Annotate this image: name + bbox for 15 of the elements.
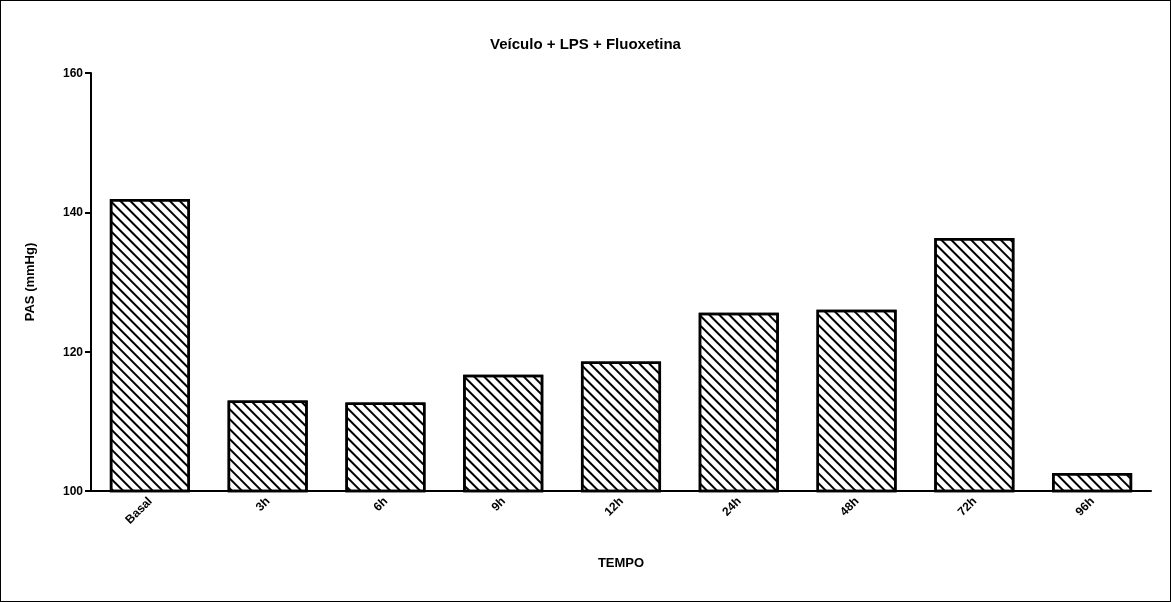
x-tick-label: 96h	[1072, 494, 1098, 519]
y-tick-label: 100	[62, 484, 84, 498]
x-tick-label: 24h	[719, 494, 744, 519]
x-tick-label: 6h	[370, 494, 391, 514]
x-tick-label: 72h	[954, 494, 980, 519]
x-tick-label: 12h	[601, 494, 626, 519]
y-tick-label: 140	[62, 205, 84, 220]
x-tick-label: 9h	[488, 494, 509, 514]
y-tick-label: 160	[62, 66, 84, 80]
chart-title: Veículo + LPS + Fluoxetina	[490, 35, 682, 52]
y-axis-title: PAS (mmHg)	[22, 242, 37, 322]
x-axis-title: TEMPO	[597, 555, 645, 570]
x-tick-label: 3h	[252, 494, 273, 514]
x-tick-label: 48h	[837, 494, 862, 519]
y-tick-label: 120	[62, 344, 84, 359]
